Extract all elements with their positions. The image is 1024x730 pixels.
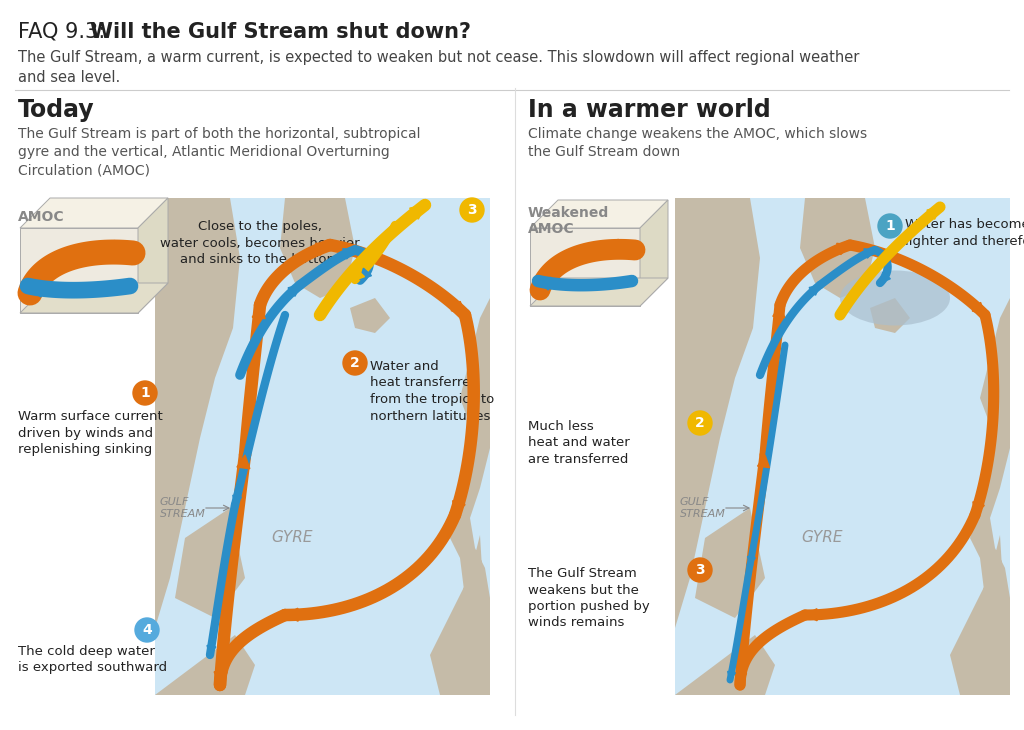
Text: FAQ 9.3:: FAQ 9.3: <box>18 22 112 42</box>
Circle shape <box>688 558 712 582</box>
Text: 4: 4 <box>142 623 152 637</box>
Bar <box>675 198 1010 695</box>
Text: GYRE: GYRE <box>271 531 312 545</box>
Polygon shape <box>355 270 365 280</box>
Text: Water has become fresher and
lighter and therefore sinks less: Water has become fresher and lighter and… <box>905 218 1024 247</box>
Polygon shape <box>343 249 355 259</box>
Polygon shape <box>675 635 775 695</box>
Bar <box>155 198 490 695</box>
Text: 1: 1 <box>140 386 150 400</box>
Polygon shape <box>800 198 874 298</box>
Polygon shape <box>530 228 640 306</box>
Text: Climate change weakens the AMOC, which slows
the Gulf Stream down: Climate change weakens the AMOC, which s… <box>528 127 867 159</box>
Polygon shape <box>113 240 133 262</box>
Text: Close to the poles,
water cools, becomes heavier
and sinks to the bottom: Close to the poles, water cools, becomes… <box>160 220 359 266</box>
Polygon shape <box>237 455 250 469</box>
Text: The Gulf Stream is part of both the horizontal, subtropical
gyre and the vertica: The Gulf Stream is part of both the hori… <box>18 127 421 178</box>
Text: 1: 1 <box>885 219 895 233</box>
Text: GYRE: GYRE <box>801 531 843 545</box>
Polygon shape <box>452 301 465 315</box>
Polygon shape <box>758 455 769 468</box>
Circle shape <box>878 214 902 238</box>
Text: Weakened
AMOC: Weakened AMOC <box>528 206 609 237</box>
Circle shape <box>135 618 159 642</box>
Polygon shape <box>410 205 425 219</box>
Text: The Gulf Stream, a warm current, is expected to weaken but not cease. This slowd: The Gulf Stream, a warm current, is expe… <box>18 50 859 85</box>
Polygon shape <box>530 200 668 228</box>
Polygon shape <box>640 200 668 306</box>
Text: GULF
STREAM: GULF STREAM <box>680 497 726 519</box>
Polygon shape <box>809 285 820 295</box>
Polygon shape <box>360 268 372 280</box>
Polygon shape <box>728 672 735 680</box>
Text: The cold deep water
is exported southward: The cold deep water is exported southwar… <box>18 645 167 675</box>
Text: Much less
heat and water
are transferred: Much less heat and water are transferred <box>528 420 630 466</box>
Polygon shape <box>453 501 465 515</box>
Polygon shape <box>155 635 255 695</box>
Polygon shape <box>950 198 1010 695</box>
Text: Today: Today <box>18 98 94 122</box>
Polygon shape <box>695 508 765 618</box>
Polygon shape <box>880 272 890 283</box>
Text: Water and
heat transferred
from the tropics to
northern latitudes: Water and heat transferred from the trop… <box>370 360 495 423</box>
Polygon shape <box>805 609 817 620</box>
Polygon shape <box>538 277 551 290</box>
Polygon shape <box>773 305 784 318</box>
Polygon shape <box>288 285 300 296</box>
Text: 3: 3 <box>695 563 705 577</box>
Polygon shape <box>175 508 245 618</box>
Polygon shape <box>155 198 240 628</box>
Polygon shape <box>972 302 985 315</box>
Polygon shape <box>870 298 910 333</box>
Ellipse shape <box>840 271 950 326</box>
Polygon shape <box>28 282 44 297</box>
Polygon shape <box>214 672 227 685</box>
Polygon shape <box>20 283 168 313</box>
Polygon shape <box>927 207 940 219</box>
Polygon shape <box>280 198 355 298</box>
Circle shape <box>133 381 157 405</box>
Polygon shape <box>837 243 850 255</box>
Polygon shape <box>20 198 168 228</box>
Polygon shape <box>315 243 330 255</box>
Polygon shape <box>138 198 168 313</box>
Polygon shape <box>350 298 390 333</box>
Text: In a warmer world: In a warmer world <box>528 98 771 122</box>
Text: The Gulf Stream
weakens but the
portion pushed by
winds remains: The Gulf Stream weakens but the portion … <box>528 567 650 629</box>
Polygon shape <box>973 502 984 515</box>
Polygon shape <box>430 198 490 695</box>
Polygon shape <box>675 198 760 628</box>
Circle shape <box>460 198 484 222</box>
Text: Will the Gulf Stream shut down?: Will the Gulf Stream shut down? <box>90 22 471 42</box>
Text: GULF
STREAM: GULF STREAM <box>160 497 206 519</box>
Polygon shape <box>616 239 635 258</box>
Polygon shape <box>252 305 265 318</box>
Polygon shape <box>748 556 756 565</box>
Circle shape <box>688 411 712 435</box>
Polygon shape <box>20 228 138 313</box>
Text: 2: 2 <box>695 416 705 430</box>
Circle shape <box>343 351 367 375</box>
Text: 2: 2 <box>350 356 359 370</box>
Text: 3: 3 <box>467 203 477 217</box>
Text: AMOC: AMOC <box>18 210 65 224</box>
Polygon shape <box>232 495 242 505</box>
Polygon shape <box>530 278 668 306</box>
Polygon shape <box>285 608 298 621</box>
Polygon shape <box>864 249 874 258</box>
Text: Warm surface current
driven by winds and
replenishing sinking: Warm surface current driven by winds and… <box>18 410 163 456</box>
Polygon shape <box>734 673 746 685</box>
Polygon shape <box>207 645 216 655</box>
